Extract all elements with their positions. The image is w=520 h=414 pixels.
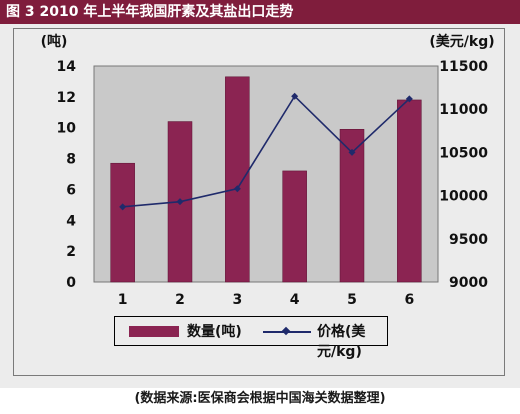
- price-point-5: [348, 148, 356, 156]
- y2-axis-label: (美元/kg): [429, 33, 494, 50]
- y2-tick-label: 9000: [449, 275, 488, 291]
- price-point-6: [405, 95, 413, 103]
- y-tick-label: 14: [57, 59, 77, 75]
- y-tick-label: 2: [66, 244, 76, 260]
- figure-title: 图 3 2010 年上半年我国肝素及其盐出口走势: [0, 0, 520, 24]
- y-tick-label: 8: [66, 152, 76, 168]
- x-tick-label: 3: [232, 292, 242, 308]
- y2-tick-label: 11000: [439, 102, 488, 118]
- legend-line-label: 价格(美元/kg): [317, 324, 366, 360]
- legend-bar-label: 数量(吨): [187, 324, 242, 340]
- x-tick-label: 1: [118, 292, 128, 308]
- plot-area: [93, 65, 439, 283]
- y-tick-label: 4: [66, 213, 76, 229]
- bar-3: [225, 76, 250, 283]
- y-tick-label: 12: [57, 90, 76, 106]
- y-tick-label: 10: [57, 121, 77, 137]
- price-point-2: [176, 198, 184, 206]
- x-tick-label: 4: [290, 292, 300, 308]
- legend: 数量(吨) 价格(美元/kg): [114, 316, 388, 360]
- legend-bar-swatch: [129, 326, 179, 337]
- y-tick-label: 0: [66, 275, 76, 291]
- legend-line-marker: [281, 326, 291, 336]
- bar-6: [397, 99, 422, 283]
- price-point-1: [119, 203, 127, 211]
- y2-tick-label: 9500: [449, 232, 488, 248]
- x-tick-label: 5: [347, 292, 357, 308]
- bar-1: [110, 162, 135, 283]
- y2-tick-label: 11500: [439, 59, 488, 75]
- y2-tick-label: 10000: [439, 189, 488, 205]
- y-axis-label: (吨): [41, 33, 68, 50]
- bar-4: [282, 170, 307, 283]
- source-note: (数据来源:医保商会根据中国海关数据整理): [134, 391, 386, 406]
- price-line: [122, 94, 410, 208]
- y2-tick-label: 10500: [439, 145, 488, 161]
- price-point-4: [291, 92, 299, 100]
- x-tick-label: 6: [404, 292, 414, 308]
- price-point-3: [233, 185, 241, 193]
- x-tick-label: 2: [175, 292, 185, 308]
- y-tick-label: 6: [66, 182, 76, 198]
